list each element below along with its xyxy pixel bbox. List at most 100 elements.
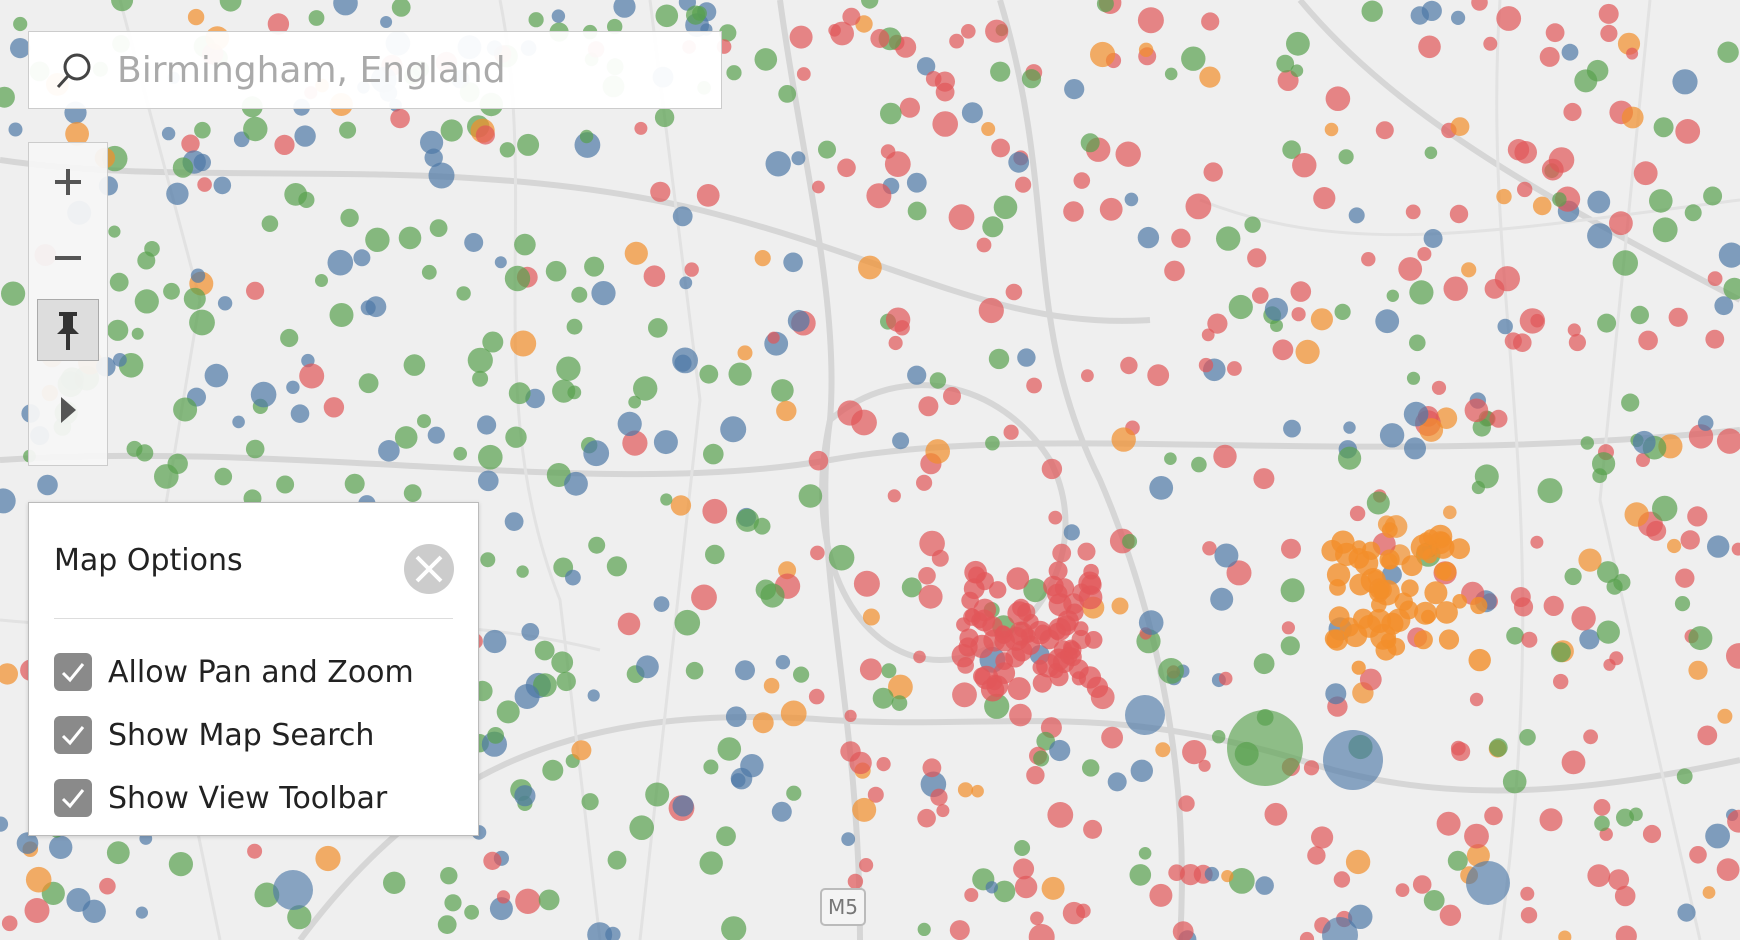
map-dot — [1221, 870, 1234, 883]
map-dot — [131, 327, 144, 340]
map-dot — [696, 184, 720, 207]
map-dot — [1702, 886, 1716, 899]
map-search[interactable]: Birmingham, England — [28, 31, 722, 109]
map-dot — [976, 237, 992, 253]
map-dot — [25, 866, 52, 893]
map-dot — [858, 255, 882, 280]
map-dot — [1680, 530, 1700, 550]
map-dot — [1369, 578, 1390, 599]
map-dot — [783, 252, 803, 273]
map-dot — [1386, 289, 1400, 302]
map-dot — [588, 536, 606, 554]
pin-map[interactable] — [37, 299, 99, 361]
map-dot — [907, 201, 927, 221]
map-dot — [1409, 334, 1426, 352]
map-dot — [358, 373, 379, 394]
option[interactable]: Allow Pan and Zoom — [54, 653, 414, 691]
map-dot — [1717, 708, 1733, 724]
expand-toolbar[interactable] — [37, 379, 99, 441]
map-dot — [49, 835, 73, 859]
map-dot — [1026, 377, 1042, 394]
map-dot — [1496, 6, 1522, 31]
map-dot — [916, 474, 933, 491]
map-dot — [246, 281, 265, 300]
map-dot — [1111, 597, 1129, 615]
map-dot — [566, 318, 583, 335]
map-dot — [1506, 627, 1524, 645]
map-dot — [796, 67, 811, 81]
map-dot — [1633, 161, 1658, 186]
option[interactable]: Show View Toolbar — [54, 779, 387, 817]
map-dot — [417, 414, 431, 429]
map-dot — [1636, 453, 1650, 467]
map-dot — [276, 475, 295, 494]
map-dot — [726, 65, 742, 81]
map-dot — [1171, 228, 1191, 248]
map-dot — [876, 757, 891, 772]
map-dot — [247, 843, 263, 859]
map-dot — [1652, 217, 1678, 243]
map-dot — [126, 440, 143, 457]
zoom-in[interactable] — [37, 151, 99, 213]
map-dot — [1413, 630, 1433, 650]
map-dot — [763, 677, 780, 694]
map-dot — [1723, 277, 1740, 300]
map-dot — [464, 233, 484, 252]
map-dot — [1705, 823, 1730, 849]
map-dot — [483, 629, 507, 654]
zoom-out[interactable] — [37, 227, 99, 289]
map-dot — [917, 808, 936, 828]
map-dot — [1303, 760, 1320, 776]
map-dot — [1290, 281, 1312, 302]
map-dot — [1395, 883, 1410, 897]
map-dot — [1553, 673, 1569, 690]
map-dot — [1410, 6, 1430, 25]
map-dot — [1464, 398, 1489, 423]
map-dot — [1138, 610, 1164, 635]
map-dot — [1077, 542, 1096, 561]
map-dot — [1201, 328, 1215, 342]
map-dot — [1561, 43, 1579, 61]
map-dot — [1592, 452, 1616, 476]
map-dot — [1, 281, 26, 306]
checkbox[interactable] — [54, 653, 92, 691]
map-dot — [1, 915, 18, 932]
map-dot — [1099, 197, 1123, 221]
checkbox[interactable] — [54, 716, 92, 754]
checkbox[interactable] — [54, 779, 92, 817]
map-dot — [1564, 567, 1582, 586]
map-dot — [810, 545, 825, 561]
map-dot — [1218, 671, 1233, 686]
map-dot — [961, 24, 976, 39]
map-dot — [1714, 296, 1734, 316]
map-dot — [786, 785, 802, 801]
map-dot — [888, 335, 903, 351]
map-dot — [1381, 564, 1402, 585]
map-dot — [918, 584, 943, 609]
map-dot — [1381, 522, 1398, 538]
map-dot — [1381, 553, 1398, 570]
map-dot — [1543, 595, 1564, 617]
map-dot — [1178, 795, 1195, 812]
map-dot — [510, 330, 537, 357]
map-dot — [480, 552, 496, 568]
map-dot — [340, 208, 359, 228]
map-dot — [1668, 307, 1688, 327]
map-dot — [862, 608, 880, 626]
map-dot — [1324, 122, 1339, 137]
map-dot — [1614, 885, 1636, 907]
map-dot — [556, 671, 576, 692]
option-label: Show View Toolbar — [108, 780, 388, 816]
map-dot — [565, 569, 581, 586]
map-dot — [1228, 294, 1253, 320]
option[interactable]: Show Map Search — [54, 716, 374, 754]
map-dot — [161, 126, 176, 141]
map-dot — [975, 572, 994, 591]
close-button[interactable] — [403, 543, 455, 595]
map-dot — [1281, 621, 1295, 635]
map-dot — [1438, 629, 1460, 650]
map-dot — [1435, 531, 1450, 547]
map-dot — [1539, 46, 1560, 67]
map-dot — [1439, 904, 1462, 926]
map-dot — [339, 121, 357, 139]
